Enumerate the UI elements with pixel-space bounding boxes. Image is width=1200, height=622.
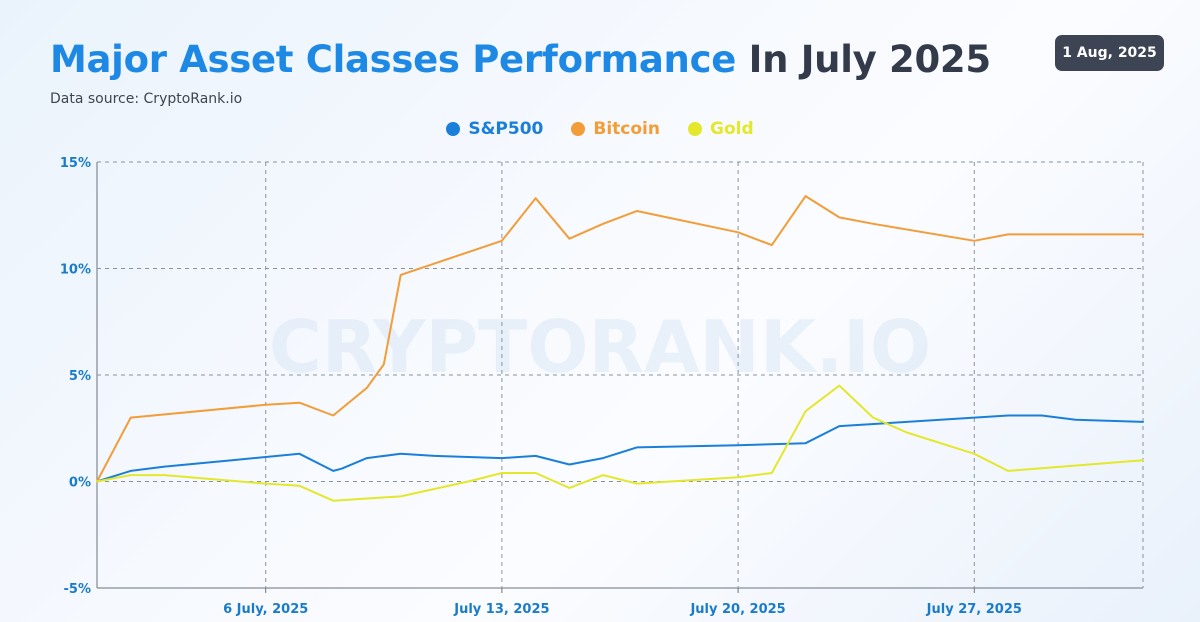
y-tick-label: 15% bbox=[60, 156, 91, 171]
y-tick-label: 0% bbox=[69, 476, 91, 491]
series-line-sp500 bbox=[96, 414, 1144, 483]
legend-swatch-sp500 bbox=[446, 122, 461, 136]
y-tick-label: 10% bbox=[60, 263, 91, 278]
date-badge: 1 Aug, 2025 bbox=[1055, 35, 1164, 71]
x-tick-label: July 27, 2025 bbox=[926, 602, 1022, 617]
series-layer bbox=[96, 195, 1144, 502]
series-line-gold bbox=[96, 384, 1144, 502]
legend-swatch-gold bbox=[687, 122, 702, 136]
axis-layer: 15% 10% 5% 0% -5% 6 July, 2025 July 13, 2025 Ju… bbox=[60, 156, 1022, 617]
y-tick-label: -5% bbox=[64, 582, 91, 597]
grid-layer bbox=[96, 161, 1144, 593]
legend-label-gold: Gold bbox=[709, 119, 754, 139]
x-tick-label: July 13, 2025 bbox=[453, 602, 549, 617]
x-tick-label: 6 July, 2025 bbox=[223, 602, 308, 617]
series-line-bitcoin bbox=[96, 195, 1144, 483]
legend-label-bitcoin: Bitcoin bbox=[593, 119, 660, 139]
title-accent: Major Asset Classes Performance bbox=[50, 38, 737, 81]
page-title: Major Asset Classes Performance In July … bbox=[50, 38, 991, 81]
legend-label-sp500: S&P500 bbox=[468, 119, 544, 139]
data-source-label: Data source: CryptoRank.io bbox=[50, 91, 243, 107]
x-tick-label: July 20, 2025 bbox=[689, 602, 785, 617]
title-rest: In July 2025 bbox=[748, 38, 991, 81]
legend-item-bitcoin[interactable]: Bitcoin bbox=[571, 119, 660, 139]
y-tick-label: 5% bbox=[69, 369, 91, 384]
chart-legend: S&P500 Bitcoin Gold bbox=[0, 119, 1200, 139]
legend-item-gold[interactable]: Gold bbox=[687, 119, 754, 139]
legend-item-sp500[interactable]: S&P500 bbox=[446, 119, 543, 139]
watermark-text: CRYPTORANK.IO bbox=[269, 305, 931, 389]
legend-swatch-bitcoin bbox=[571, 122, 586, 136]
